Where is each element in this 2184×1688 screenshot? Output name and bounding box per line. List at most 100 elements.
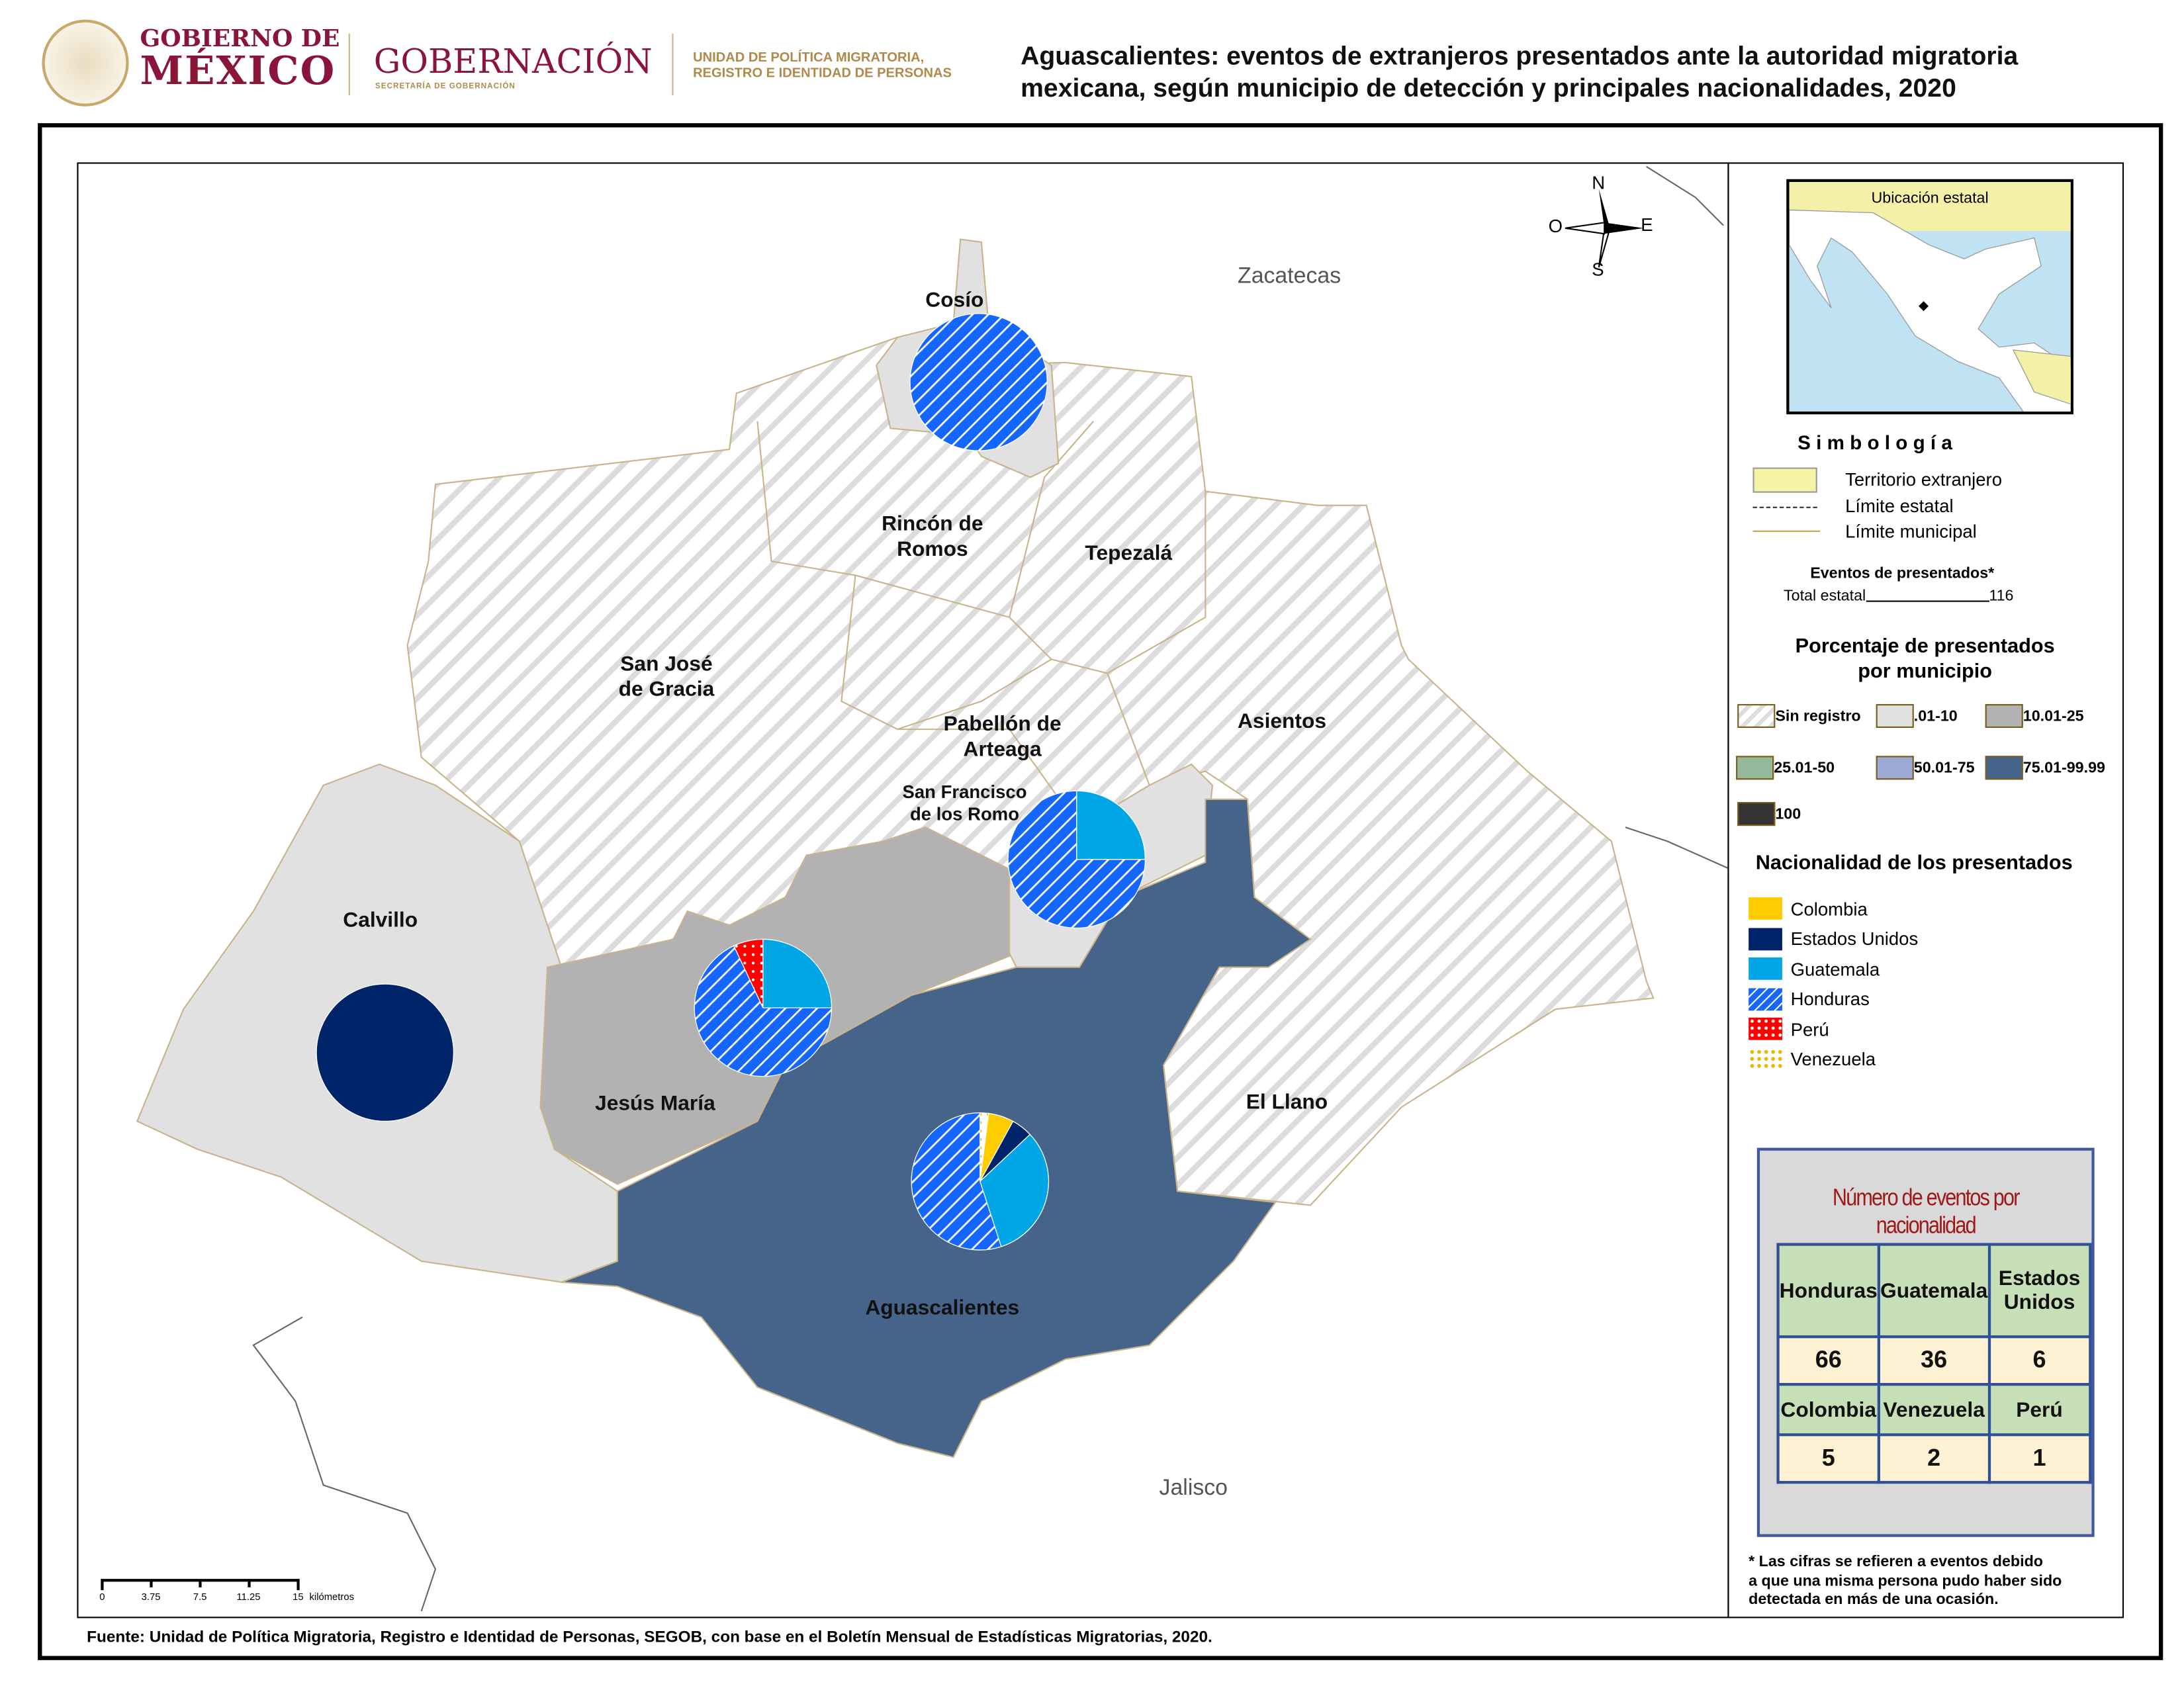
nationality-swatch (1749, 1047, 1782, 1071)
pie-slice-honduras (1007, 790, 1146, 929)
divider (672, 33, 674, 95)
nationality-swatch (1749, 957, 1782, 980)
map-svg (136, 165, 1728, 1612)
nationality-item: Colombia (1749, 897, 1868, 920)
nationality-swatch (1749, 897, 1782, 920)
table-cell: 2 (1877, 1433, 1991, 1484)
pie-slice-guatemala (979, 1133, 1050, 1247)
compass-n: N (1592, 172, 1606, 193)
map-panel: Zacatecas Jalisco Cosío Rincón de Romos T… (77, 162, 1729, 1619)
legend-limite-estatal: Límite estatal (1845, 495, 1954, 517)
class-swatch (1985, 704, 2023, 729)
events-table: Honduras Guatemala Estados Unidos 66 36 6 Co… (1776, 1243, 2091, 1484)
class-swatch (1737, 704, 1776, 729)
table-cell: 5 (1776, 1433, 1881, 1484)
table-cell: 6 (1987, 1335, 2091, 1386)
class-swatch (1985, 756, 2023, 780)
gobierno-de-mexico-logo: GOBIERNO DE MÉXICO (140, 25, 340, 94)
nationality-swatch (1749, 987, 1782, 1010)
pie-slice-perú (733, 938, 764, 1008)
class-item: 100 (1737, 802, 1801, 826)
class-label: 50.01-75 (1913, 759, 1975, 776)
nationality-item: Guatemala (1749, 957, 1880, 980)
label-sanfco-2: de los Romo (909, 803, 1020, 824)
table-header: Venezuela (1877, 1383, 1991, 1437)
title-line-2: mexicana, según municipio de detección y… (1021, 73, 1956, 103)
label-rincon-1: Rincón de (882, 512, 983, 537)
scale-unit: kilómetros (309, 1593, 354, 1603)
legend-territorio: Territorio extranjero (1845, 468, 2003, 490)
legend-panel (1727, 162, 2124, 1619)
class-item: .01-10 (1876, 704, 1958, 729)
scale-bar: 0 3.75 7.5 11.25 15 kilómetros (99, 1577, 379, 1617)
nationality-item: Estados Unidos (1749, 927, 1918, 950)
eventos-title: Eventos de presentados* (1810, 565, 1995, 583)
class-label: 25.01-50 (1774, 759, 1835, 776)
class-item: 25.01-50 (1736, 756, 1835, 780)
class-swatch (1876, 704, 1914, 729)
class-label: 10.01-25 (2023, 707, 2084, 725)
label-aguascalientes: Aguascalientes (865, 1296, 1020, 1320)
label-tepezala: Tepezalá (1085, 541, 1173, 566)
compass-e: E (1641, 214, 1653, 236)
footnote-line: a que una misma persona pudo haber sido (1749, 1572, 2062, 1590)
logo-line-2: MÉXICO (140, 47, 336, 94)
pie-slice-honduras (911, 1112, 1002, 1251)
compass-w: O (1548, 215, 1563, 237)
label-sanjose-1: San José (620, 652, 713, 676)
compass-s: S (1592, 259, 1604, 281)
municipal-limit-symbol (1752, 530, 1821, 532)
scale-tick: 7.5 (193, 1593, 207, 1603)
scale-tick: 15 (293, 1593, 304, 1603)
porcentaje-title: Porcentaje de presentados por municipio (1750, 634, 2100, 684)
label-pabellon-2: Arteaga (963, 737, 1042, 762)
neighbor-label-zacatecas: Zacatecas (1238, 264, 1342, 289)
scale-tick: 0 (99, 1593, 105, 1603)
table-header: Honduras (1776, 1243, 1881, 1339)
table-cell: 66 (1776, 1335, 1881, 1386)
nationality-label: Colombia (1790, 898, 1868, 919)
label-jesus-maria: Jesús María (595, 1092, 715, 1116)
table-header: Guatemala (1877, 1243, 1991, 1339)
nationality-label: Estados Unidos (1790, 928, 1919, 950)
pie-slice-guatemala (1076, 790, 1146, 860)
state-boundary-outline (252, 165, 1728, 1612)
events-table-panel: Número de eventos por nacionalidad Hondu… (1756, 1147, 2095, 1537)
nationality-label: Honduras (1790, 988, 1870, 1010)
class-swatch (1737, 802, 1776, 826)
label-calvillo: Calvillo (343, 908, 418, 932)
gobernacion-logo: GOBERNACIÓN (373, 42, 653, 81)
table-title: Número de eventos por nacionalidad (1832, 1184, 2020, 1239)
nationality-item: Perú (1749, 1017, 1829, 1040)
table-cell: 36 (1877, 1335, 1991, 1386)
scale-tick: 3.75 (141, 1593, 161, 1603)
map-frame (38, 123, 2163, 1660)
pie-slice-honduras (909, 313, 1048, 451)
total-value: 116 (1989, 588, 2014, 605)
class-item: 50.01-75 (1876, 756, 1975, 780)
footnote-line: detectada en más de una ocasión. (1749, 1591, 1999, 1609)
table-cell: 1 (1987, 1433, 2091, 1484)
pie-slice-estados-unidos (316, 983, 455, 1122)
total-label: Total estatal (1784, 588, 1866, 605)
gobernacion-subtitle: SECRETARÍA DE GOBERNACIÓN (375, 82, 516, 91)
pie-slice-honduras (694, 945, 833, 1077)
mexico-seal-logo (42, 19, 129, 107)
page-title: Aguascalientes: eventos de extranjeros p… (1021, 39, 2018, 103)
footnote-line: * Las cifras se refieren a eventos debid… (1749, 1554, 2044, 1571)
nationality-item: Venezuela (1749, 1047, 1876, 1071)
class-label: 75.01-99.99 (2023, 759, 2105, 776)
class-label: Sin registro (1775, 707, 1861, 725)
label-el-llano: El Llano (1246, 1090, 1328, 1114)
pie-slice-guatemala (762, 938, 833, 1008)
nationality-label: Guatemala (1790, 957, 1880, 979)
nationality-swatch (1749, 927, 1782, 950)
class-item: 75.01-99.99 (1985, 756, 2105, 780)
table-header: Estados Unidos (1987, 1243, 2091, 1339)
unidad-line-1: UNIDAD DE POLÍTICA MIGRATORIA, (693, 50, 925, 66)
class-item: Sin registro (1737, 704, 1861, 729)
logo-line-1: GOBIERNO DE (140, 25, 340, 54)
unidad-logo: UNIDAD DE POLÍTICA MIGRATORIA, REGISTRO … (693, 50, 952, 81)
footnote: * Las cifras se refieren a eventos debid… (1749, 1554, 2062, 1611)
